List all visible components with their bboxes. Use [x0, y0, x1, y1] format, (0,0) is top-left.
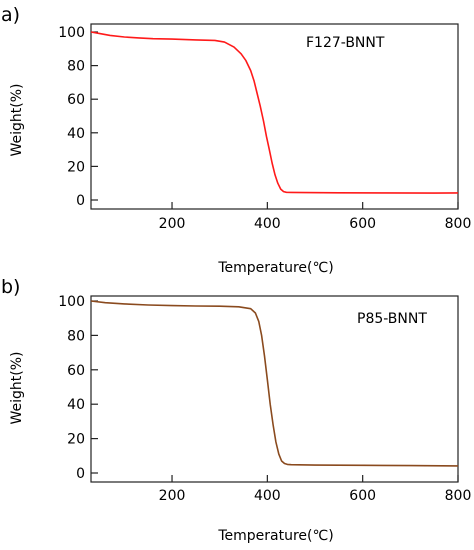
x-tick-label-b-3: 800: [445, 488, 472, 504]
panel-label-a: a): [1, 4, 20, 26]
panel-label-b: b): [1, 276, 20, 298]
y-tick-label-b-5: 100: [58, 294, 85, 310]
y-tick-label-b-4: 80: [67, 328, 85, 344]
plot-frame-b: [90, 295, 459, 483]
series-b: [90, 300, 459, 467]
annotation-b: P85-BNNT: [357, 311, 427, 327]
x-tick-label-a-3: 800: [445, 216, 472, 232]
x-tick-label-b-1: 400: [254, 488, 281, 504]
y-tick-label-a-4: 80: [67, 59, 85, 75]
x-axis-label-b: Temperature(℃): [217, 528, 333, 544]
x-tick-label-a-1: 400: [254, 216, 281, 232]
y-tick-label-b-3: 60: [67, 363, 85, 379]
y-tick-label-b-0: 0: [76, 466, 85, 482]
x-tick-label-b-0: 200: [159, 488, 186, 504]
ticks-b: 200 400 600 800 0 20 40 60 80 100: [58, 294, 471, 504]
y-tick-label-a-3: 60: [67, 92, 85, 108]
annotation-a: F127-BNNT: [306, 35, 385, 51]
series-line-a-0: [90, 31, 459, 194]
x-tick-label-b-2: 600: [349, 488, 376, 504]
y-tick-label-a-0: 0: [76, 193, 85, 209]
y-tick-label-a-2: 40: [67, 126, 85, 142]
y-tick-label-a-5: 100: [58, 25, 85, 41]
y-tick-label-b-2: 40: [67, 397, 85, 413]
plot-frame-a: [90, 23, 459, 210]
x-tick-label-a-2: 600: [349, 216, 376, 232]
series-line-b-0: [90, 300, 459, 467]
series-a: [90, 31, 459, 194]
y-axis-label-a: Weight(%): [9, 83, 25, 156]
y-axis-label-b: Weight(%): [9, 351, 25, 424]
y-tick-label-b-1: 20: [67, 432, 85, 448]
x-tick-label-a-0: 200: [159, 216, 186, 232]
panel-b: b) P85-BNNT Weight(%) Temperature(℃) 200…: [1, 276, 471, 544]
x-axis-label-a: Temperature(℃): [217, 260, 333, 276]
y-tick-label-a-1: 20: [67, 159, 85, 175]
panel-a: a) F127-BNNT Weight(%) Temperature(℃) 20…: [1, 4, 471, 276]
